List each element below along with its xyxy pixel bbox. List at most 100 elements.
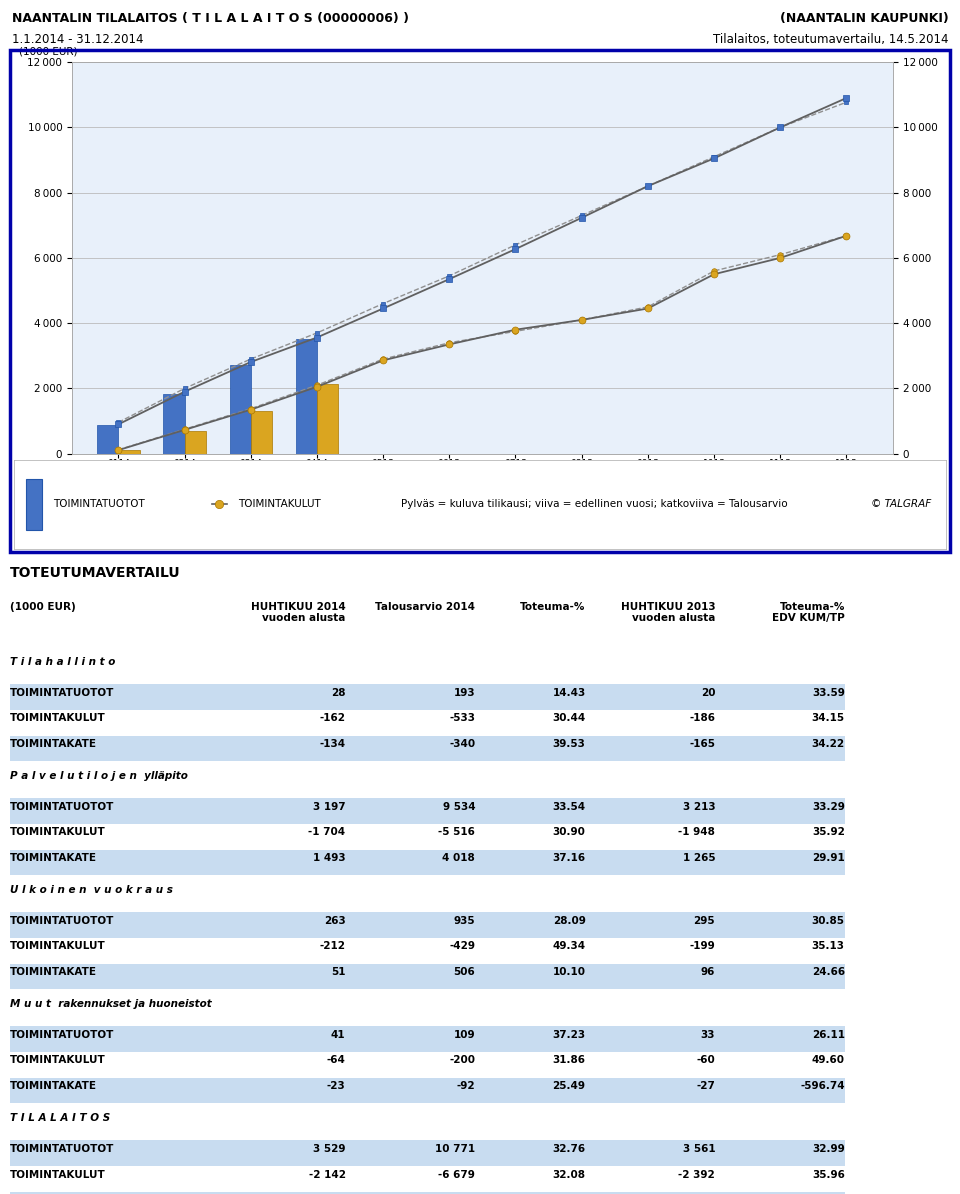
Text: -533: -533: [449, 714, 475, 724]
Text: 28: 28: [331, 688, 346, 697]
Text: 37.16: 37.16: [552, 854, 586, 863]
Text: -200: -200: [449, 1055, 475, 1065]
Text: -60: -60: [696, 1055, 715, 1065]
Text: P a l v e l u t i l o j e n  ylläpito: P a l v e l u t i l o j e n ylläpito: [10, 771, 187, 781]
Text: 109: 109: [453, 1030, 475, 1040]
Text: TOIMINTATUOTOT: TOIMINTATUOTOT: [10, 916, 114, 925]
Text: 506: 506: [453, 967, 475, 977]
Text: 263: 263: [324, 916, 346, 925]
Text: (1000 EUR): (1000 EUR): [10, 602, 75, 611]
Text: TOTEUTUMAVERTAILU: TOTEUTUMAVERTAILU: [10, 566, 180, 580]
Text: -92: -92: [457, 1082, 475, 1091]
Text: 33: 33: [701, 1030, 715, 1040]
Text: 295: 295: [693, 916, 715, 925]
Text: U l k o i n e n  v u o k r a u s: U l k o i n e n v u o k r a u s: [10, 885, 173, 894]
Text: TOIMINTAKATE: TOIMINTAKATE: [10, 1082, 97, 1091]
Text: TOIMINTAKULUT: TOIMINTAKULUT: [10, 1170, 106, 1180]
Text: TOIMINTAKATE: TOIMINTAKATE: [10, 854, 97, 863]
Text: -2 392: -2 392: [679, 1170, 715, 1180]
Text: TOIMINTAKATE: TOIMINTAKATE: [10, 967, 97, 977]
Text: 49.60: 49.60: [812, 1055, 845, 1065]
Text: TOIMINTAKATE: TOIMINTAKATE: [10, 739, 97, 749]
Text: 32.08: 32.08: [553, 1170, 586, 1180]
Text: 30.85: 30.85: [812, 916, 845, 925]
Bar: [251, 411, 272, 454]
Text: -1 704: -1 704: [308, 827, 346, 837]
Text: 26.11: 26.11: [812, 1030, 845, 1040]
Text: -186: -186: [689, 714, 715, 724]
Text: 10 771: 10 771: [435, 1144, 475, 1153]
Text: 3 561: 3 561: [683, 1144, 715, 1153]
Text: -199: -199: [689, 942, 715, 952]
Text: 1 493: 1 493: [313, 854, 346, 863]
Text: -23: -23: [326, 1082, 346, 1091]
Bar: [296, 339, 317, 454]
Text: -134: -134: [320, 739, 346, 749]
Text: TOIMINTAKULUT: TOIMINTAKULUT: [10, 827, 106, 837]
Text: 35.92: 35.92: [812, 827, 845, 837]
Text: 41: 41: [331, 1030, 346, 1040]
Text: Toteuma-%: Toteuma-%: [520, 602, 586, 611]
Text: 31.86: 31.86: [553, 1055, 586, 1065]
Text: 29.91: 29.91: [812, 854, 845, 863]
Text: -596.74: -596.74: [801, 1082, 845, 1091]
Bar: [184, 431, 205, 454]
Text: 14.43: 14.43: [552, 688, 586, 697]
Text: Tilalaitos, toteutumavertailu, 14.5.2014: Tilalaitos, toteutumavertailu, 14.5.2014: [713, 33, 948, 47]
Text: TOIMINTATUOTOT: TOIMINTATUOTOT: [10, 1144, 114, 1153]
Text: 33.29: 33.29: [812, 802, 845, 812]
Text: -162: -162: [320, 714, 346, 724]
Text: 4 018: 4 018: [443, 854, 475, 863]
Text: 193: 193: [453, 688, 475, 697]
Text: TOIMINTATUOTOT: TOIMINTATUOTOT: [10, 802, 114, 812]
Bar: [229, 365, 251, 454]
Text: 34.22: 34.22: [811, 739, 845, 749]
Text: 37.23: 37.23: [552, 1030, 586, 1040]
Text: 3 213: 3 213: [683, 802, 715, 812]
Text: -27: -27: [696, 1082, 715, 1091]
Text: -6 679: -6 679: [439, 1170, 475, 1180]
Text: 51: 51: [331, 967, 346, 977]
Text: 32.99: 32.99: [812, 1144, 845, 1153]
Text: -165: -165: [689, 739, 715, 749]
Text: 1 265: 1 265: [683, 854, 715, 863]
Text: -212: -212: [320, 942, 346, 952]
Text: 28.09: 28.09: [553, 916, 586, 925]
Text: TOIMINTAKULUT: TOIMINTAKULUT: [10, 942, 106, 952]
Bar: [118, 450, 139, 454]
Text: 10.10: 10.10: [553, 967, 586, 977]
Text: -1 948: -1 948: [679, 827, 715, 837]
Text: TOIMINTAKULUT: TOIMINTAKULUT: [10, 1055, 106, 1065]
Text: M u u t  rakennukset ja huoneistot: M u u t rakennukset ja huoneistot: [10, 999, 211, 1009]
Text: TOIMINTATUOTOT: TOIMINTATUOTOT: [54, 499, 145, 510]
Text: 1.1.2014 - 31.12.2014: 1.1.2014 - 31.12.2014: [12, 33, 143, 47]
Text: HUHTIKUU 2014
vuoden alusta: HUHTIKUU 2014 vuoden alusta: [251, 602, 346, 623]
Text: HUHTIKUU 2013
vuoden alusta: HUHTIKUU 2013 vuoden alusta: [620, 602, 715, 623]
Text: 49.34: 49.34: [552, 942, 586, 952]
Text: Talousarvio 2014: Talousarvio 2014: [375, 602, 475, 611]
Text: 35.96: 35.96: [812, 1170, 845, 1180]
Text: 96: 96: [701, 967, 715, 977]
Text: 30.44: 30.44: [552, 714, 586, 724]
Text: © TALGRAF: © TALGRAF: [872, 499, 931, 510]
Text: -2 142: -2 142: [308, 1170, 346, 1180]
Text: 35.13: 35.13: [812, 942, 845, 952]
Text: T i l a h a l l i n t o: T i l a h a l l i n t o: [10, 657, 115, 666]
Text: 34.15: 34.15: [811, 714, 845, 724]
Text: -5 516: -5 516: [439, 827, 475, 837]
Text: 32.76: 32.76: [552, 1144, 586, 1153]
Text: TOIMINTAKULUT: TOIMINTAKULUT: [10, 714, 106, 724]
Text: Pylväs = kuluva tilikausi; viiva = edellinen vuosi; katkoviiva = Talousarvio: Pylväs = kuluva tilikausi; viiva = edell…: [401, 499, 787, 510]
Text: 24.66: 24.66: [811, 967, 845, 977]
Text: -64: -64: [326, 1055, 346, 1065]
Bar: [26, 479, 42, 530]
Text: 935: 935: [453, 916, 475, 925]
Text: TOIMINTATUOTOT: TOIMINTATUOTOT: [10, 688, 114, 697]
Text: 9 534: 9 534: [443, 802, 475, 812]
Bar: [97, 425, 118, 454]
Text: -340: -340: [449, 739, 475, 749]
Text: 33.59: 33.59: [812, 688, 845, 697]
Text: 30.90: 30.90: [553, 827, 586, 837]
Text: 25.49: 25.49: [553, 1082, 586, 1091]
Text: 20: 20: [701, 688, 715, 697]
